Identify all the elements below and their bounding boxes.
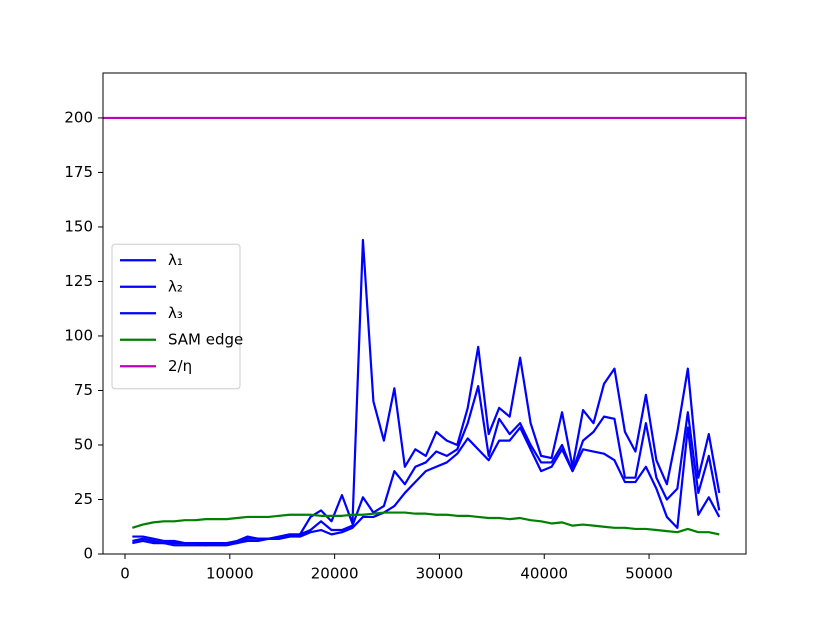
legend: λ₁ λ₂ λ₃ SAM edge 2/η xyxy=(111,243,243,390)
series-line xyxy=(132,426,721,547)
x-tick-label: 10000 xyxy=(206,565,254,583)
x-tick-label: 0 xyxy=(120,565,130,583)
legend-label: 2/η xyxy=(168,357,192,375)
legend-label: λ₂ xyxy=(168,277,183,295)
legend-label: λ₁ xyxy=(168,251,183,269)
legend-box xyxy=(111,243,241,390)
legend-label: λ₃ xyxy=(168,304,183,322)
x-tick-label: 40000 xyxy=(520,565,568,583)
plot-frame xyxy=(102,72,747,555)
x-tick-label: 20000 xyxy=(311,565,359,583)
y-tick-label: 25 xyxy=(74,490,93,508)
legend-label: SAM edge xyxy=(168,330,243,348)
y-tick-label: 0 xyxy=(83,545,93,563)
y-tick-label: 50 xyxy=(74,435,93,453)
series-line xyxy=(132,385,721,547)
y-tick-label: 150 xyxy=(64,217,93,235)
y-tick-label: 125 xyxy=(64,272,93,290)
y-tick-label: 200 xyxy=(64,108,93,126)
y-tick-label: 75 xyxy=(74,381,93,399)
y-tick-label: 100 xyxy=(64,326,93,344)
x-tick-label: 50000 xyxy=(625,565,673,583)
x-tick-label: 30000 xyxy=(416,565,464,583)
y-tick-label: 175 xyxy=(64,163,93,181)
series-line xyxy=(132,511,720,536)
